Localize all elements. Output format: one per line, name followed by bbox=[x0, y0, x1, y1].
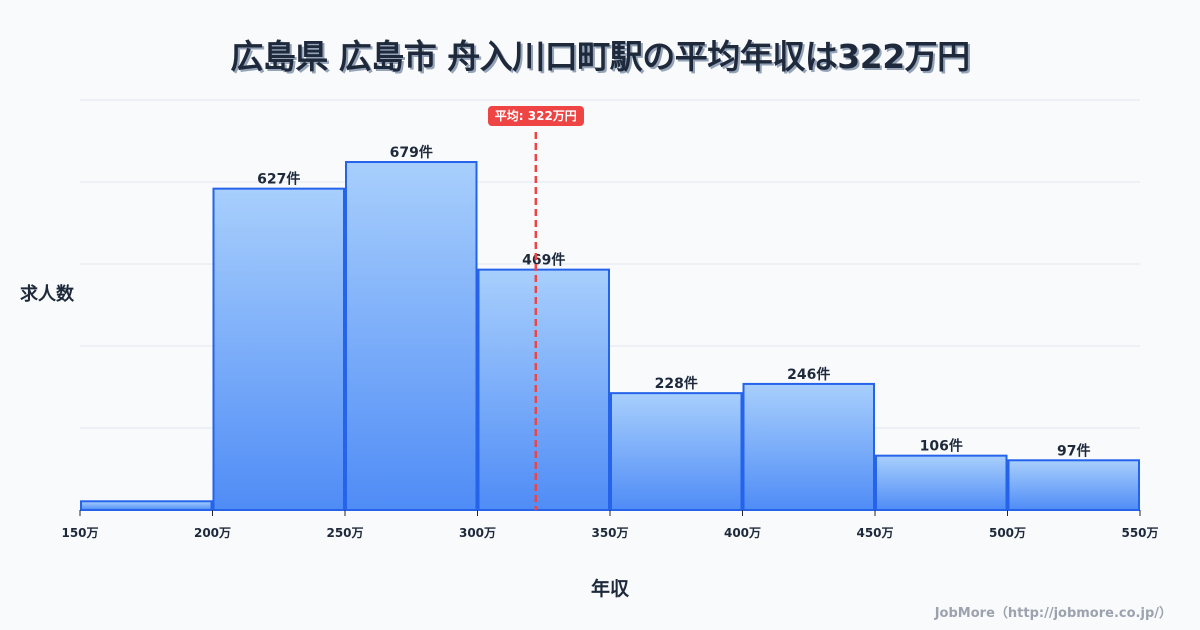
bar-value-label: 106件 bbox=[920, 438, 963, 455]
bar-value-label: 246件 bbox=[787, 366, 830, 383]
x-tick-label: 400万 bbox=[724, 526, 761, 540]
x-tick-label: 450万 bbox=[856, 526, 893, 540]
x-tick-label: 200万 bbox=[194, 526, 231, 540]
chart-title: 広島県 広島市 舟入川口町駅の平均年収は322万円 bbox=[230, 37, 970, 76]
x-axis-label: 年収 bbox=[590, 578, 629, 600]
histogram-bar bbox=[477, 268, 610, 512]
credit-text: JobMore（http://jobmore.co.jp/） bbox=[934, 606, 1172, 621]
x-tick-label: 250万 bbox=[326, 526, 363, 540]
x-tick-label: 350万 bbox=[591, 526, 628, 540]
x-tick-label: 300万 bbox=[459, 526, 496, 540]
bars bbox=[80, 161, 1140, 512]
histogram-bar bbox=[1007, 459, 1140, 512]
x-tick-label: 150万 bbox=[61, 526, 98, 540]
bar-value-label: 627件 bbox=[257, 171, 300, 188]
x-tick-label: 550万 bbox=[1121, 526, 1158, 540]
bar-value-label: 469件 bbox=[522, 252, 565, 269]
x-tick-label: 500万 bbox=[989, 526, 1026, 540]
bar-value-label: 97件 bbox=[1057, 442, 1090, 459]
histogram-bar bbox=[80, 500, 213, 512]
histogram-bar bbox=[875, 454, 1008, 511]
bar-value-labels: 627件 679件 469件 228件 246件 106件 97件 bbox=[257, 144, 1090, 459]
x-axis-ticks: 150万 200万 250万 300万 350万 400万 450万 500万 550万 bbox=[61, 510, 1159, 540]
y-axis-label: 求人数 bbox=[20, 284, 74, 305]
histogram-bar bbox=[345, 161, 478, 511]
histogram-bar bbox=[610, 392, 743, 511]
histogram-bar bbox=[742, 382, 875, 511]
mean-badge: 平均: 322万円 bbox=[487, 106, 584, 126]
bar-value-label: 228件 bbox=[655, 375, 698, 392]
histogram-bar bbox=[212, 187, 345, 511]
bar-value-label: 679件 bbox=[390, 144, 433, 161]
